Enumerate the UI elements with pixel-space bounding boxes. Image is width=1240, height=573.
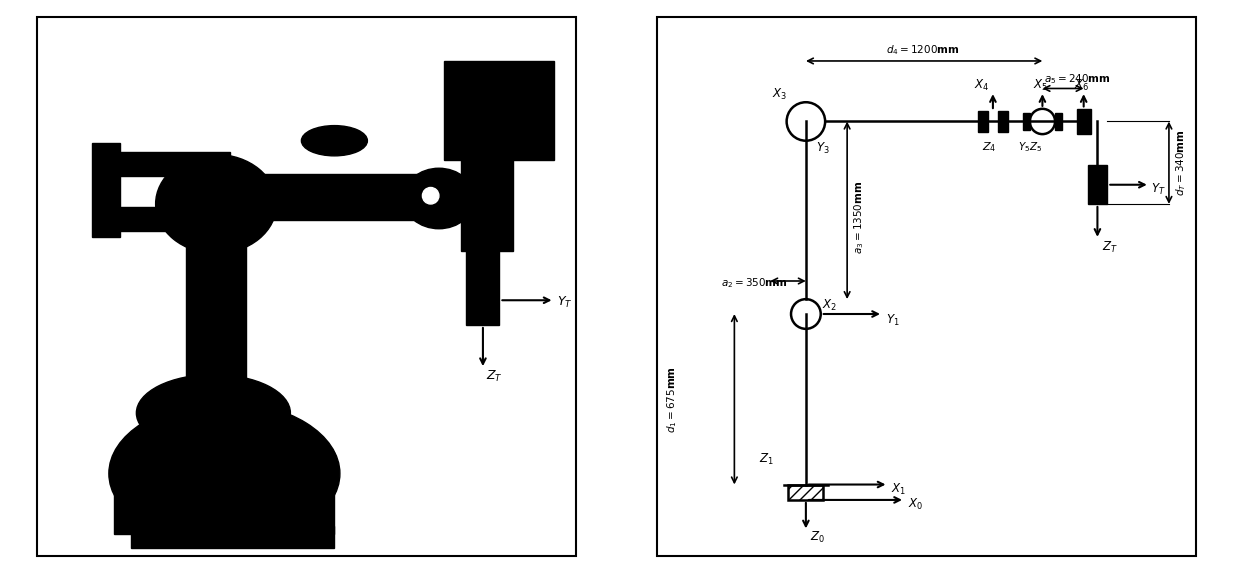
Text: $a_5=240$mm: $a_5=240$mm [1044, 72, 1111, 86]
Text: $Y_T$: $Y_T$ [1151, 182, 1166, 197]
Text: $X_0$: $X_0$ [908, 497, 923, 512]
Text: $X_6$: $X_6$ [1074, 77, 1089, 93]
Bar [444, 61, 554, 160]
Text: $X_1$: $X_1$ [892, 482, 906, 497]
Bar [103, 207, 229, 231]
Text: $Z_0$: $Z_0$ [810, 529, 825, 545]
Text: $Y_T$: $Y_T$ [557, 295, 573, 310]
Bar [1078, 109, 1091, 134]
Text: $d_T=340$mm: $d_T=340$mm [1174, 129, 1188, 196]
Ellipse shape [403, 168, 475, 229]
Bar [186, 193, 247, 424]
Bar [114, 452, 335, 534]
Text: $Z_4$: $Z_4$ [982, 140, 996, 154]
Ellipse shape [423, 187, 439, 204]
Bar [978, 111, 988, 132]
Bar [103, 152, 229, 176]
Bar [208, 174, 455, 221]
Bar [92, 143, 120, 237]
Bar [789, 485, 823, 500]
Bar [461, 155, 513, 251]
Text: $Z_T$: $Z_T$ [486, 369, 502, 384]
Bar [466, 242, 500, 325]
Text: $X_2$: $X_2$ [822, 297, 837, 313]
Bar [998, 111, 1008, 132]
Text: $Z_1$: $Z_1$ [759, 452, 774, 466]
Text: $a_2=350$mm: $a_2=350$mm [720, 277, 787, 291]
Text: $X_0$: $X_0$ [293, 531, 309, 547]
Text: $Y_5Z_5$: $Y_5Z_5$ [1018, 140, 1042, 154]
Text: $Y_3$: $Y_3$ [816, 141, 830, 156]
Ellipse shape [136, 375, 290, 452]
Bar [1023, 113, 1029, 129]
Text: $d_4=1200$mm: $d_4=1200$mm [885, 43, 959, 57]
Text: $d_1=675$mm: $d_1=675$mm [666, 366, 680, 433]
Text: $X_5$: $X_5$ [1033, 77, 1048, 93]
Bar [1087, 166, 1107, 204]
Ellipse shape [156, 155, 277, 253]
Text: $X_4$: $X_4$ [973, 77, 990, 93]
Text: $X_3$: $X_3$ [771, 87, 787, 103]
Ellipse shape [109, 402, 340, 545]
Polygon shape [131, 526, 335, 548]
Bar [1055, 113, 1061, 129]
Text: $Y_1$: $Y_1$ [885, 313, 899, 328]
Ellipse shape [301, 125, 367, 156]
Text: $a_3=1350$mm: $a_3=1350$mm [853, 181, 867, 254]
Text: $Z_T$: $Z_T$ [1102, 240, 1117, 255]
